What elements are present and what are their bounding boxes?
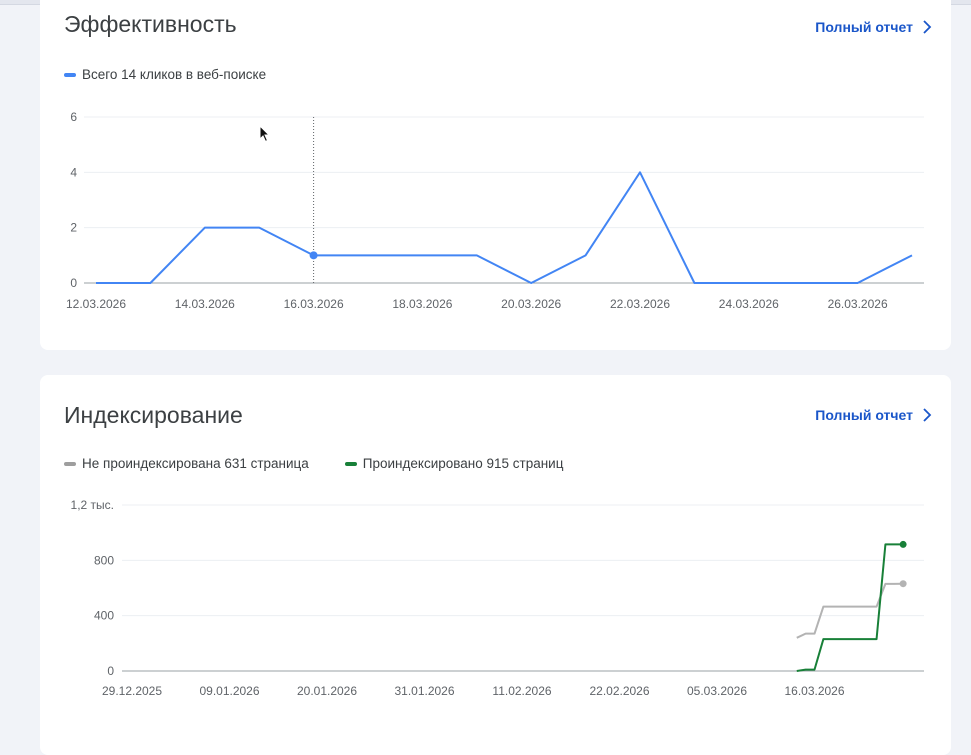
legend-label-not-indexed: Не проиндексирована 631 страница (82, 456, 309, 471)
indexing-full-report-link[interactable]: Полный отчет (815, 407, 933, 423)
legend-swatch-not-indexed (64, 461, 76, 466)
legend-label-indexed: Проиндексировано 915 страниц (362, 456, 564, 471)
legend-item-not-indexed[interactable]: Не проиндексирована 631 страница (64, 456, 309, 471)
x-tick-label: 24.03.2026 (719, 297, 779, 311)
indexing-chart[interactable]: 0 400 800 1,2 тыс. 29.12.2025 09.01.2026 20.01… (0, 0, 971, 728)
x-tick-label: 22.02.2026 (589, 684, 649, 698)
y-tick-label: 400 (94, 609, 114, 623)
y-tick-label: 0 (107, 664, 114, 678)
performance-full-report-link[interactable]: Полный отчет (815, 19, 933, 35)
x-tick-label: 09.01.2026 (199, 684, 259, 698)
x-tick-label: 18.03.2026 (392, 297, 452, 311)
indexing-legend: Не проиндексирована 631 страница Проинде… (64, 456, 563, 471)
legend-swatch-indexed (344, 461, 357, 466)
y-tick-label: 0 (70, 276, 77, 290)
y-tick-label: 2 (70, 221, 77, 235)
series-line-not-indexed (796, 582, 904, 639)
x-tick-label: 26.03.2026 (828, 297, 888, 311)
x-tick-label: 16.03.2026 (784, 684, 844, 698)
chevron-right-icon (923, 408, 932, 422)
indexing-card: Индексирование Полный отчет Не проиндекс… (40, 375, 951, 755)
legend-swatch-clicks (64, 72, 76, 77)
legend-label-clicks: Всего 14 кликов в веб-поиске (82, 67, 267, 82)
x-tick-label: 29.12.2025 (102, 684, 162, 698)
series-line-clicks (96, 171, 913, 284)
legend-item-clicks[interactable]: Всего 14 кликов в веб-поиске (64, 67, 266, 82)
performance-card: Эффективность Полный отчет Всего 14 клик… (40, 0, 951, 350)
y-tick-label: 6 (70, 110, 77, 124)
x-tick-label: 31.01.2026 (394, 684, 454, 698)
full-report-label: Полный отчет (815, 407, 913, 423)
x-tick-label: 20.03.2026 (501, 297, 561, 311)
x-tick-label: 12.03.2026 (66, 297, 126, 311)
legend-item-indexed[interactable]: Проиндексировано 915 страниц (344, 456, 564, 471)
x-tick-label: 20.01.2026 (297, 684, 357, 698)
y-tick-label: 4 (70, 165, 77, 179)
chevron-right-icon (923, 20, 932, 34)
indexing-title: Индексирование (64, 402, 243, 428)
clicks-chart[interactable]: 0 2 4 6 12.03.2026 14.03.2026 16.03.2026 18.03.… (0, 0, 971, 728)
x-tick-label: 22.03.2026 (610, 297, 670, 311)
x-tick-label: 14.03.2026 (175, 297, 235, 311)
full-report-label: Полный отчет (815, 19, 913, 35)
y-tick-label: 800 (94, 553, 114, 567)
hover-point (309, 251, 318, 260)
series-endpoint-indexed (899, 540, 907, 548)
series-line-indexed (796, 543, 904, 672)
y-tick-label: 1,2 тыс. (71, 498, 114, 512)
series-endpoint-not-indexed (899, 580, 907, 588)
x-tick-label: 16.03.2026 (284, 297, 344, 311)
performance-title: Эффективность (64, 11, 237, 37)
mouse-cursor-icon (259, 125, 271, 143)
performance-legend: Всего 14 кликов в веб-поиске (64, 67, 266, 82)
x-tick-label: 05.03.2026 (687, 684, 747, 698)
x-tick-label: 11.02.2026 (492, 684, 551, 698)
